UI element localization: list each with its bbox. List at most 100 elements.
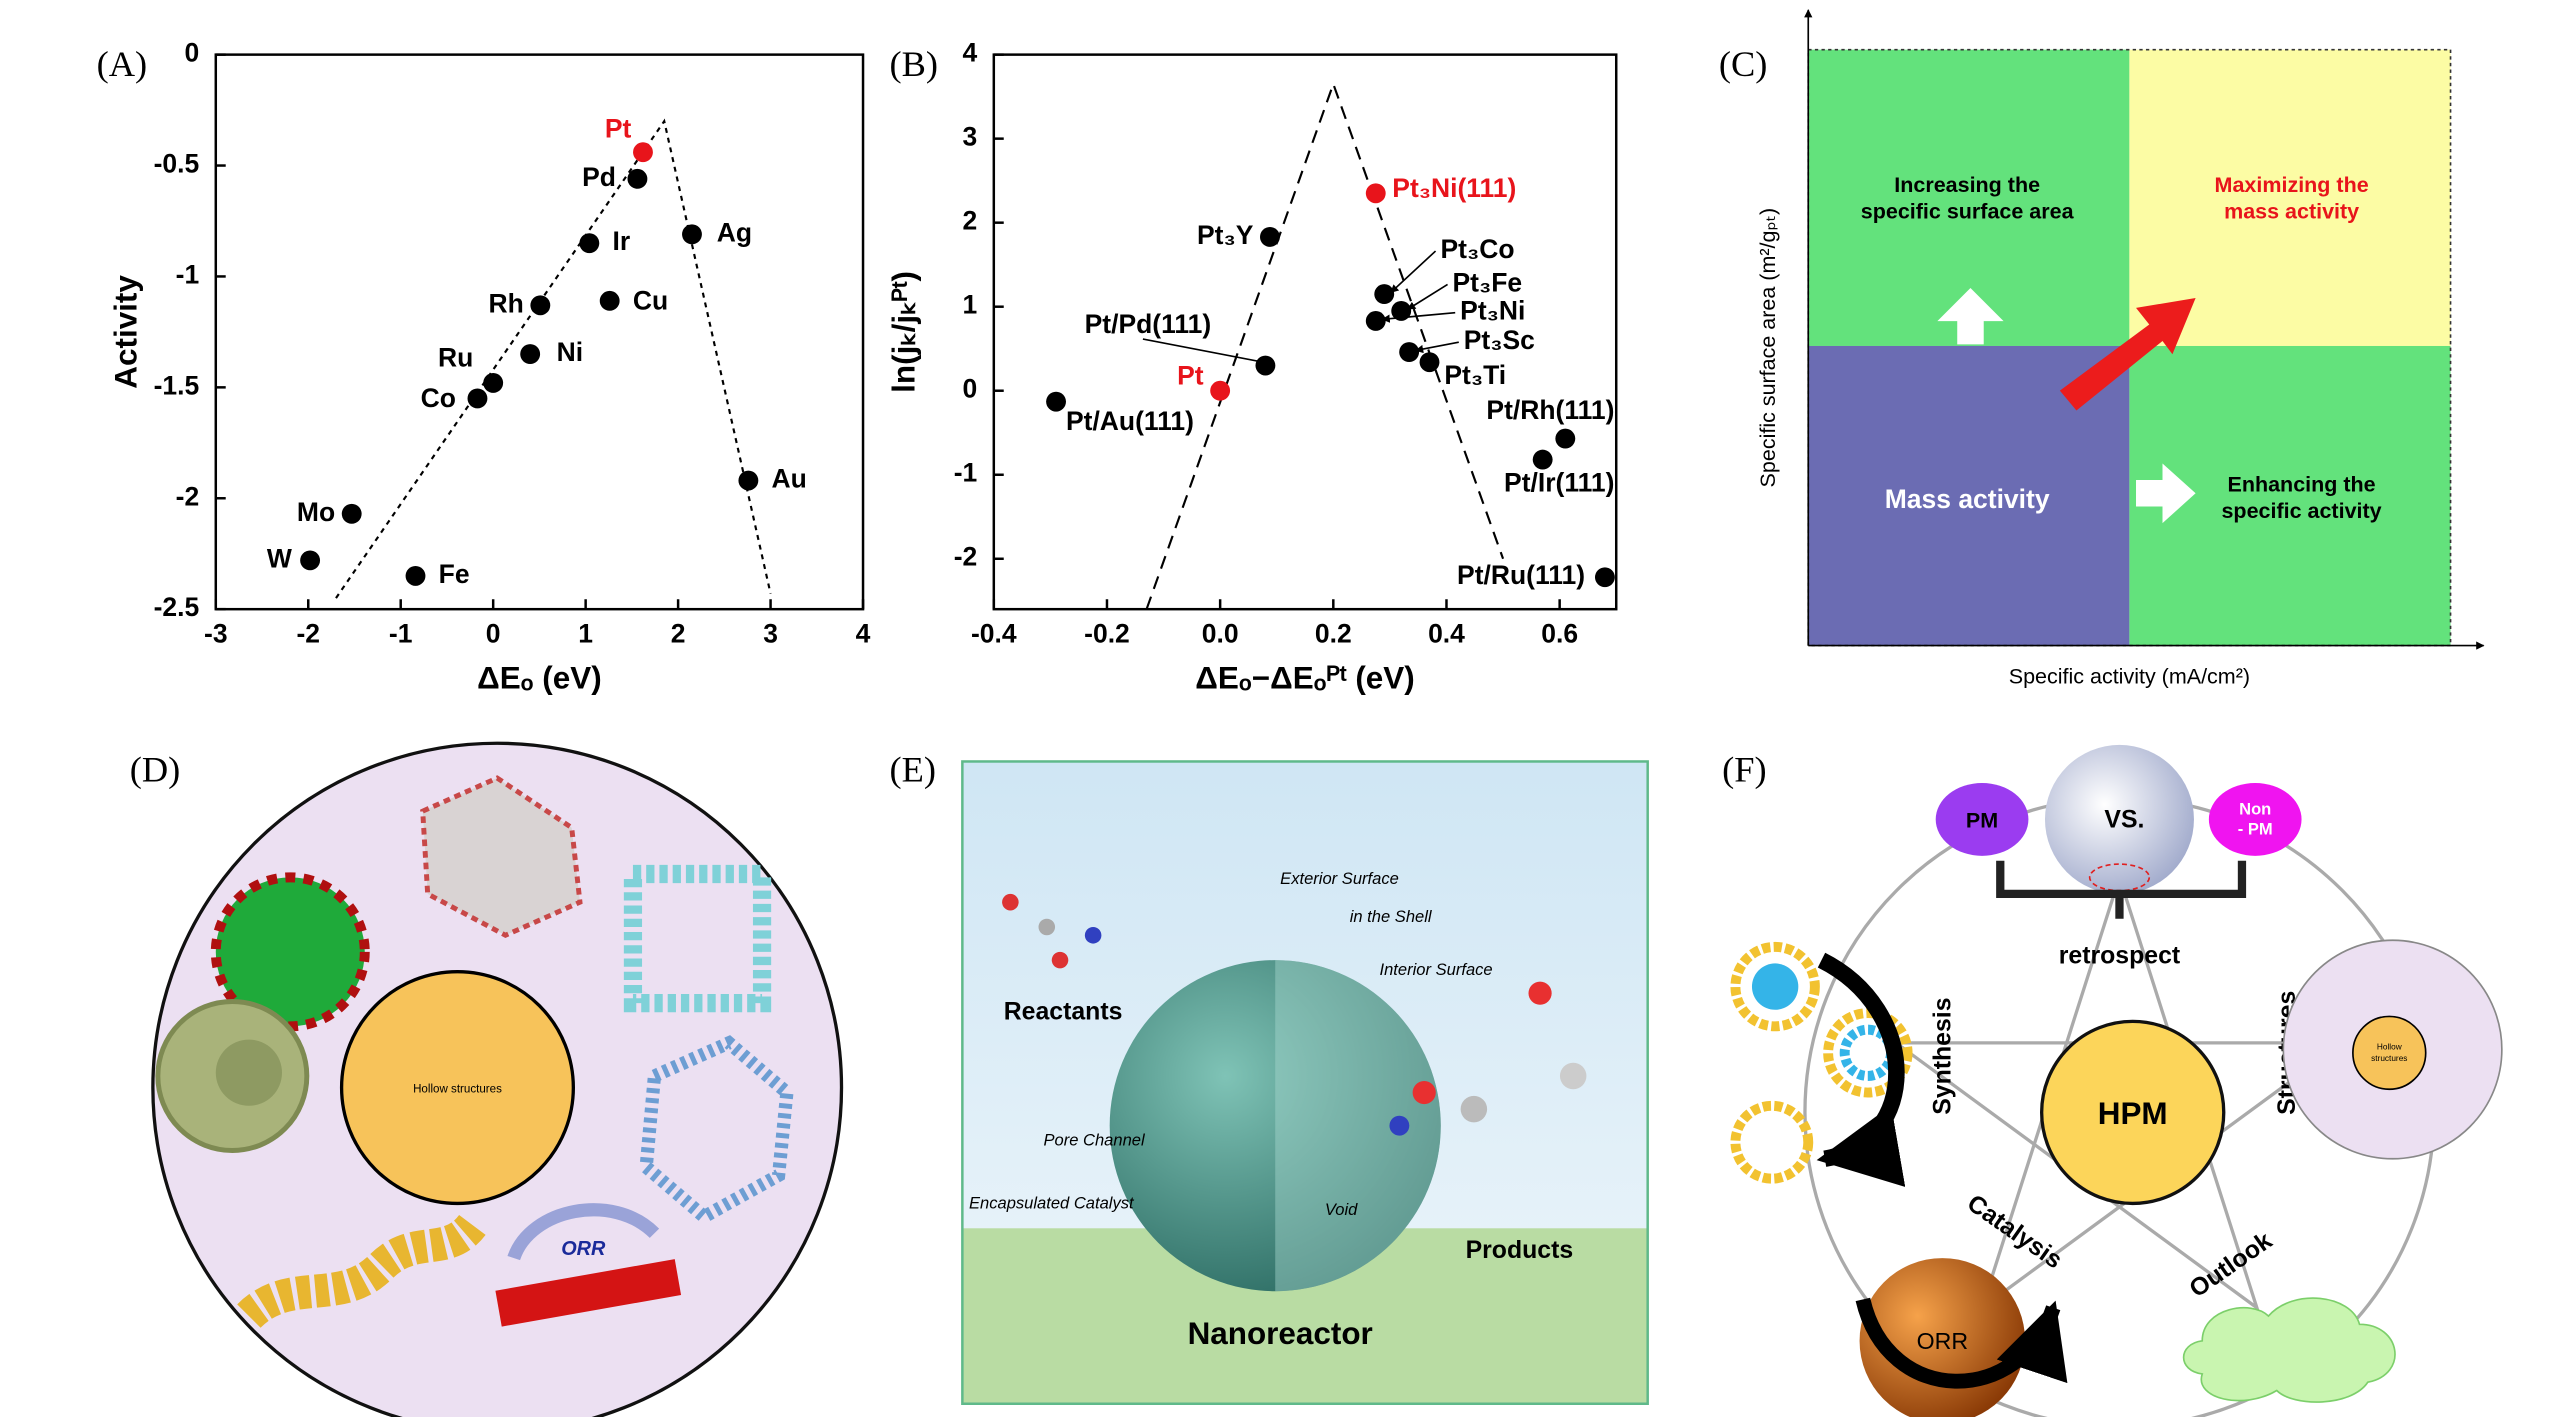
data-point [633, 142, 653, 163]
atom [1460, 1095, 1488, 1123]
callout: Exterior Surface [1280, 869, 1399, 888]
point-label: Pt₃Ti [1444, 360, 1506, 390]
panel-label: (E) [890, 749, 937, 789]
y-tick-label: 2 [963, 206, 978, 236]
non-pm: - PM [2238, 819, 2273, 838]
data-point [467, 388, 488, 409]
polyhedron [420, 775, 583, 939]
arrow [1855, 1297, 2068, 1389]
quadrant-text: Increasing the [1894, 173, 2040, 197]
data-point [483, 372, 504, 393]
orr: ORR [1917, 1328, 1968, 1354]
x-tick-label: -1 [389, 619, 413, 649]
point-label: Pt₃Fe [1453, 267, 1523, 297]
callout: in the Shell [1350, 907, 1433, 926]
point-label: Cu [633, 286, 668, 316]
panel-label: (F) [1722, 749, 1767, 789]
y-tick-label: -0.5 [154, 149, 200, 179]
point-label: Pt/Ir(111) [1504, 467, 1614, 497]
chain [237, 1214, 486, 1329]
point-label: Pt₃Y [1197, 220, 1254, 250]
panel-label: (D) [130, 749, 181, 789]
data-point [1532, 449, 1553, 470]
data-point [579, 233, 600, 254]
point-label: Ru [438, 343, 473, 373]
leader-line [1407, 283, 1449, 310]
atom [1038, 918, 1056, 936]
atom [1002, 893, 1019, 911]
hpm-circle [2040, 1019, 2226, 1206]
x-tick-label: 0 [486, 619, 501, 649]
frame [961, 760, 1649, 1405]
data-point [1046, 391, 1066, 412]
leader-line [1414, 341, 1459, 354]
x-tick-label: -3 [204, 619, 228, 649]
data-point [1255, 355, 1276, 376]
quadrant-text: Maximizing the [2215, 173, 2369, 197]
orr-label: ORR [561, 1238, 606, 1260]
non-pm-bubble [2208, 782, 2302, 856]
panel-d: ORR Hollow structures [151, 741, 844, 1417]
arrow [1937, 288, 2004, 345]
atom [1389, 1115, 1410, 1136]
axis-label: Specific surface area (m²/gₚₜ) [1756, 208, 1780, 488]
x-tick-label: 1 [578, 619, 593, 649]
label: Products [1466, 1237, 1574, 1264]
quadrant [2129, 49, 2451, 346]
ring [1730, 1100, 1814, 1184]
axis-label: Specific activity (mA/cm²) [2009, 665, 2250, 689]
point-label: Pt/Rh(111) [1486, 395, 1614, 425]
data-point [300, 550, 321, 571]
x-tick-label: -0.4 [971, 619, 1017, 649]
synthesis: Synthesis [1930, 997, 1957, 1114]
y-tick-label: -2 [176, 481, 200, 511]
cloud [2183, 1297, 2396, 1403]
leader-line [1381, 311, 1456, 323]
point-label: Pt/Au(111) [1066, 406, 1194, 436]
data-point [1399, 342, 1420, 363]
quadrant-text: specific surface area [1861, 200, 2075, 224]
y-tick-label: -1.5 [154, 370, 200, 400]
x-tick-label: 0.0 [1202, 619, 1239, 649]
x-tick-label: 0.2 [1315, 619, 1352, 649]
data-point [1594, 567, 1615, 588]
leader-line [1390, 250, 1437, 294]
atom [1084, 927, 1102, 944]
point-label: Pt/Ru(111) [1457, 560, 1585, 590]
point-label: Pt/Pd(111) [1085, 309, 1212, 339]
panel-label: (A) [97, 44, 148, 84]
arrow [2136, 463, 2196, 524]
mini-text: Hollow [2377, 1043, 2402, 1052]
atom [1412, 1080, 1436, 1105]
y-axis-label: Activity [108, 275, 143, 389]
panel-label: (B) [890, 44, 939, 84]
point-label: Au [772, 464, 807, 494]
x-tick-label: -0.2 [1084, 619, 1130, 649]
quadrant-text: Enhancing the [2227, 473, 2375, 497]
y-axis-label: ln(jₖ/jₖᴾᵗ) [886, 271, 921, 393]
non-pm: Non [2239, 799, 2271, 818]
ring [1730, 941, 1820, 1032]
y-tick-label: 0 [184, 38, 199, 68]
plot-frame [214, 53, 865, 611]
network [639, 1035, 794, 1225]
y-tick-label: -1 [954, 458, 978, 488]
point-label: Ag [717, 217, 752, 247]
center-circle [339, 970, 575, 1206]
callout: Encapsulated Catalyst [969, 1193, 1135, 1212]
cutaway [1275, 960, 1441, 1292]
ring-core [1751, 963, 1799, 1010]
y-tick-label: 0 [963, 374, 978, 404]
atom [1051, 951, 1069, 969]
data-point [530, 295, 551, 316]
callout: Pore Channel [1043, 1131, 1146, 1150]
arrow [1816, 952, 1906, 1187]
x-axis-label: ΔEₒ (eV) [477, 661, 602, 696]
y-tick-label: -1 [176, 259, 200, 289]
bracket [1996, 860, 2247, 919]
point-label: Pt [605, 114, 632, 144]
y-tick-label: -2 [954, 542, 978, 572]
atom [1559, 1062, 1587, 1090]
